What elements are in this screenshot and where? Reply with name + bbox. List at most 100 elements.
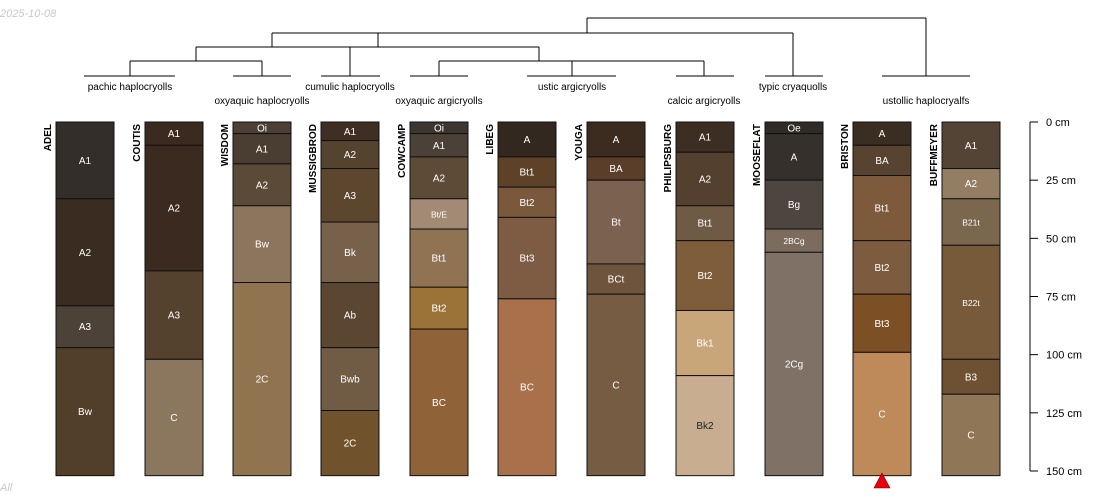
horizon-buffmeyer-c [941, 393, 1001, 477]
profile-name-briston: BRISTON [840, 124, 851, 169]
horizon-label: Bt [611, 218, 621, 229]
group-label-oxyaquic-haplocryolls: oxyaquic haplocryolls [214, 96, 309, 107]
horizon-youga-a [586, 121, 646, 158]
horizon-cowcamp-bt2 [409, 286, 469, 330]
depth-tick-label: 125 cm [1046, 408, 1082, 420]
horizon-libeg-bt3 [497, 216, 557, 300]
profile-name-cowcamp: COWCAMP [397, 124, 408, 178]
horizon-libeg-bt2 [497, 186, 557, 218]
horizon-label: A1 [965, 141, 978, 152]
horizon-briston-c [852, 351, 912, 477]
horizon-label: BC [432, 398, 446, 409]
horizon-label: A1 [256, 144, 269, 155]
profile-name-buffmeyer: BUFFMEYER [929, 123, 940, 186]
profile-name-philipsburg: PHILIPSBURG [663, 124, 674, 193]
profile-name-youga: YOUGA [574, 124, 585, 161]
horizon-label: Bt1 [431, 254, 446, 265]
horizon-adel-a1 [55, 121, 115, 200]
horizon-label: B22t [962, 298, 980, 308]
horizon-coutis-a2 [144, 144, 204, 272]
horizon-adel-bw [55, 347, 115, 477]
horizon-label: Bt1 [874, 204, 889, 215]
horizon-briston-ba [852, 144, 912, 177]
horizon-label: A2 [168, 204, 181, 215]
horizon-label: Bt2 [874, 263, 889, 274]
horizon-label: Bt/E [431, 209, 447, 219]
horizon-briston-bt2 [852, 240, 912, 295]
horizon-mooseflat-bg [764, 179, 824, 230]
depth-tick-label: 100 cm [1046, 350, 1082, 362]
horizon-label: BCt [608, 275, 625, 286]
horizon-label: Bt3 [874, 319, 889, 330]
horizon-briston-bt1 [852, 175, 912, 242]
horizon-label: A [879, 129, 886, 140]
horizon-label: C [878, 410, 885, 421]
horizon-cowcamp-bt-e [409, 198, 469, 230]
horizon-label: A3 [344, 191, 357, 202]
horizon-label: C [967, 430, 974, 441]
horizon-mussigbrod-a3 [320, 168, 380, 223]
horizon-youga-bt [586, 179, 646, 265]
group-label-ustollic-haplocryalfs: ustollic haplocryalfs [883, 96, 970, 107]
horizon-label: A1 [79, 156, 92, 167]
horizon-philipsburg-a1 [675, 121, 735, 153]
profile-name-mussigbrod: MUSSIGBROD [308, 124, 319, 193]
horizon-label: Bg [788, 200, 800, 211]
horizon-mussigbrod-a2 [320, 140, 380, 170]
group-label-cumulic-haplocryolls: cumulic haplocryolls [305, 82, 394, 93]
horizon-label: A [524, 135, 531, 146]
horizon-mussigbrod-bk [320, 221, 380, 284]
horizon-youga-c [586, 293, 646, 477]
footer-label: All [0, 482, 13, 494]
horizon-label: BC [520, 383, 534, 394]
group-label-calcic-argicryolls: calcic argicryolls [668, 96, 741, 107]
group-label-pachic-haplocryolls: pachic haplocryolls [88, 82, 173, 93]
horizon-label: A3 [79, 322, 92, 333]
horizon-label: BA [609, 164, 623, 175]
horizon-label: A2 [699, 175, 712, 186]
horizon-wisdom-2c [232, 282, 292, 477]
profile-name-adel: ADEL [43, 124, 54, 151]
marker-triangle-icon [873, 472, 891, 489]
horizon-label: B3 [965, 372, 978, 383]
horizon-buffmeyer-b3 [941, 358, 1001, 395]
horizon-label: Oi [257, 123, 267, 134]
horizon-label: Bk2 [696, 421, 714, 432]
horizon-label: Ab [344, 311, 357, 322]
group-label-typic-cryaquolls: typic cryaquolls [759, 82, 827, 93]
horizon-philipsburg-bk2 [675, 375, 735, 477]
horizon-mooseflat-a [764, 133, 824, 181]
horizon-label: A1 [433, 141, 446, 152]
horizon-label: A2 [79, 248, 92, 259]
horizon-label: A2 [433, 173, 446, 184]
horizon-label: A1 [168, 129, 181, 140]
horizon-label: A2 [965, 179, 978, 190]
group-label-ustic-argicryolls: ustic argicryolls [538, 82, 606, 93]
profile-name-mooseflat: MOOSEFLAT [752, 124, 763, 186]
horizon-label: Bt2 [519, 198, 534, 209]
horizon-label: Bw [255, 240, 270, 251]
horizon-label: A2 [344, 150, 357, 161]
depth-tick-label: 0 cm [1046, 117, 1070, 129]
horizon-philipsburg-bt2 [675, 240, 735, 311]
horizon-label: A [613, 135, 620, 146]
horizon-mussigbrod-ab [320, 282, 380, 349]
horizon-label: C [170, 413, 177, 424]
horizon-label: A [791, 152, 798, 163]
date-stamp: 2025-10-08 [0, 8, 57, 20]
horizon-label: C [612, 380, 619, 391]
horizon-label: 2Cg [785, 359, 803, 370]
horizon-label: Bt1 [519, 168, 534, 179]
horizon-philipsburg-bk1 [675, 309, 735, 377]
horizon-label: 2C [256, 375, 269, 386]
horizon-label: Bwb [340, 375, 360, 386]
profile-name-libeg: LIBEG [485, 124, 496, 155]
horizon-label: Oi [434, 123, 444, 134]
horizon-adel-a3 [55, 305, 115, 349]
horizon-label: Bk1 [696, 339, 714, 350]
depth-tick-label: 75 cm [1046, 292, 1076, 304]
horizon-wisdom-a1 [232, 133, 292, 165]
horizon-cowcamp-bc [409, 328, 469, 477]
horizon-label: 2C [344, 439, 357, 450]
